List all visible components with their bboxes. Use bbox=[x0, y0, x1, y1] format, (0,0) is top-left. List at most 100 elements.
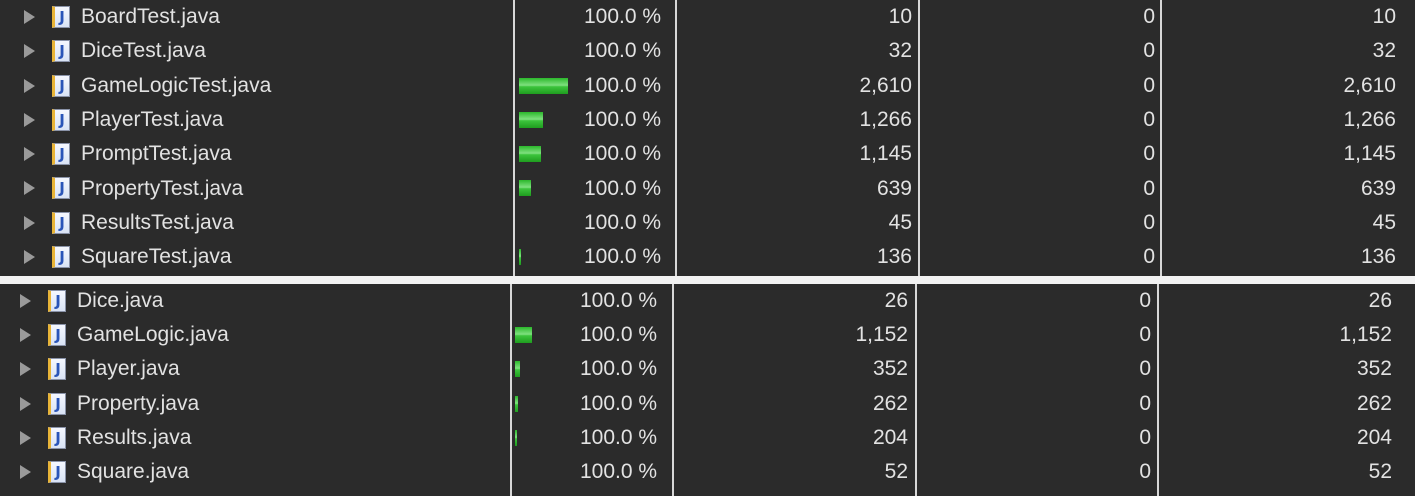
expand-triangle-icon[interactable] bbox=[20, 362, 31, 377]
column-divider[interactable] bbox=[510, 284, 512, 496]
column-divider[interactable] bbox=[915, 284, 917, 496]
expand-triangle-icon[interactable] bbox=[24, 44, 35, 59]
covered-count: 204 bbox=[872, 425, 908, 449]
column-divider[interactable] bbox=[1157, 284, 1159, 496]
total-count: 1,145 bbox=[1343, 142, 1396, 166]
table-row[interactable]: J Results.java 100.0 % 204 0 204 bbox=[0, 421, 1415, 455]
coverage-percent: 100.0 % bbox=[580, 323, 658, 347]
expand-triangle-icon[interactable] bbox=[24, 147, 35, 162]
java-file-icon: J bbox=[48, 358, 66, 381]
file-name: GameLogic.java bbox=[77, 323, 229, 347]
expand-triangle-icon[interactable] bbox=[20, 464, 31, 479]
java-file-icon: J bbox=[48, 392, 66, 415]
expand-triangle-icon[interactable] bbox=[24, 250, 35, 265]
expand-triangle-icon[interactable] bbox=[24, 112, 35, 127]
coverage-percent: 100.0 % bbox=[580, 391, 658, 415]
table-row[interactable]: J ResultsTest.java 100.0 % 45 0 45 bbox=[0, 206, 1415, 240]
total-count: 2,610 bbox=[1343, 73, 1396, 97]
java-file-icon: J bbox=[52, 177, 70, 200]
expand-triangle-icon[interactable] bbox=[24, 215, 35, 230]
file-name: PromptTest.java bbox=[81, 142, 232, 166]
table-row[interactable]: J PromptTest.java 100.0 % 1,145 0 1,145 bbox=[0, 137, 1415, 171]
table-row[interactable]: J PlayerTest.java 100.0 % 1,266 0 1,266 bbox=[0, 103, 1415, 137]
total-count: 45 bbox=[1372, 210, 1396, 234]
missed-count: 0 bbox=[1143, 142, 1155, 166]
total-count: 639 bbox=[1360, 176, 1396, 200]
expand-triangle-icon[interactable] bbox=[24, 10, 35, 24]
missed-count: 0 bbox=[1143, 73, 1155, 97]
expand-triangle-icon[interactable] bbox=[20, 430, 31, 445]
expand-triangle-icon[interactable] bbox=[24, 181, 35, 196]
file-name: Property.java bbox=[77, 391, 200, 415]
java-file-icon: J bbox=[52, 6, 70, 28]
coverage-bar bbox=[515, 429, 517, 446]
test-files-coverage-table: J BoardTest.java 100.0 % 10 0 10 J DiceTest.jav… bbox=[0, 0, 1415, 276]
total-count: 136 bbox=[1360, 245, 1396, 269]
covered-count: 1,145 bbox=[859, 142, 912, 166]
coverage-bar bbox=[515, 327, 532, 344]
total-count: 26 bbox=[1368, 289, 1392, 313]
java-file-icon: J bbox=[48, 426, 66, 449]
coverage-percent: 100.0 % bbox=[580, 289, 658, 313]
panel-separator bbox=[0, 276, 1415, 284]
table-row[interactable]: J DiceTest.java 100.0 % 32 0 32 bbox=[0, 34, 1415, 68]
java-file-icon: J bbox=[52, 211, 70, 234]
coverage-bar bbox=[515, 395, 518, 412]
coverage-percent: 100.0 % bbox=[584, 73, 662, 97]
expand-triangle-icon[interactable] bbox=[20, 328, 31, 343]
missed-count: 0 bbox=[1139, 391, 1151, 415]
file-name: SquareTest.java bbox=[81, 245, 232, 269]
expand-triangle-icon[interactable] bbox=[24, 78, 35, 93]
missed-count: 0 bbox=[1139, 289, 1151, 313]
coverage-bar bbox=[515, 361, 520, 378]
coverage-percent: 100.0 % bbox=[584, 176, 662, 200]
total-count: 1,266 bbox=[1343, 108, 1396, 132]
java-file-icon: J bbox=[52, 143, 70, 166]
file-name: BoardTest.java bbox=[81, 5, 220, 29]
table-row[interactable]: J Dice.java 100.0 % 26 0 26 bbox=[0, 284, 1415, 318]
table-row[interactable]: J BoardTest.java 100.0 % 10 0 10 bbox=[0, 0, 1415, 34]
table-row[interactable]: J GameLogicTest.java 100.0 % 2,610 0 2,610 bbox=[0, 69, 1415, 103]
covered-count: 1,266 bbox=[859, 108, 912, 132]
missed-count: 0 bbox=[1139, 323, 1151, 347]
table-row[interactable]: J Property.java 100.0 % 262 0 262 bbox=[0, 387, 1415, 421]
missed-count: 0 bbox=[1139, 357, 1151, 381]
table-row[interactable]: J PropertyTest.java 100.0 % 639 0 639 bbox=[0, 171, 1415, 205]
missed-count: 0 bbox=[1139, 460, 1151, 484]
column-divider[interactable] bbox=[675, 0, 677, 276]
covered-count: 136 bbox=[876, 245, 912, 269]
missed-count: 0 bbox=[1143, 39, 1155, 63]
missed-count: 0 bbox=[1143, 210, 1155, 234]
missed-count: 0 bbox=[1143, 5, 1155, 29]
coverage-bar bbox=[519, 146, 541, 163]
file-name: PropertyTest.java bbox=[81, 176, 244, 200]
coverage-percent: 100.0 % bbox=[584, 5, 662, 29]
java-file-icon: J bbox=[52, 40, 70, 63]
missed-count: 0 bbox=[1143, 176, 1155, 200]
table-row[interactable]: J Square.java 100.0 % 52 0 52 bbox=[0, 455, 1415, 489]
file-name: Player.java bbox=[77, 357, 180, 381]
coverage-bar bbox=[519, 249, 521, 266]
column-divider[interactable] bbox=[513, 0, 515, 276]
covered-count: 2,610 bbox=[859, 73, 912, 97]
file-name: PlayerTest.java bbox=[81, 108, 224, 132]
table-row[interactable]: J GameLogic.java 100.0 % 1,152 0 1,152 bbox=[0, 318, 1415, 352]
file-name: Square.java bbox=[77, 460, 190, 484]
covered-count: 45 bbox=[888, 210, 912, 234]
coverage-percent: 100.0 % bbox=[580, 425, 658, 449]
java-file-icon: J bbox=[48, 290, 66, 312]
expand-triangle-icon[interactable] bbox=[20, 396, 31, 411]
column-divider[interactable] bbox=[918, 0, 920, 276]
column-divider[interactable] bbox=[672, 284, 674, 496]
total-count: 32 bbox=[1372, 39, 1396, 63]
table-row[interactable]: J Player.java 100.0 % 352 0 352 bbox=[0, 352, 1415, 386]
coverage-percent: 100.0 % bbox=[584, 210, 662, 234]
total-count: 52 bbox=[1368, 460, 1392, 484]
covered-count: 52 bbox=[884, 460, 908, 484]
java-file-icon: J bbox=[52, 108, 70, 131]
coverage-percent: 100.0 % bbox=[584, 108, 662, 132]
column-divider[interactable] bbox=[1160, 0, 1162, 276]
expand-triangle-icon[interactable] bbox=[20, 294, 31, 308]
table-row[interactable]: J SquareTest.java 100.0 % 136 0 136 bbox=[0, 240, 1415, 274]
java-file-icon: J bbox=[48, 324, 66, 347]
